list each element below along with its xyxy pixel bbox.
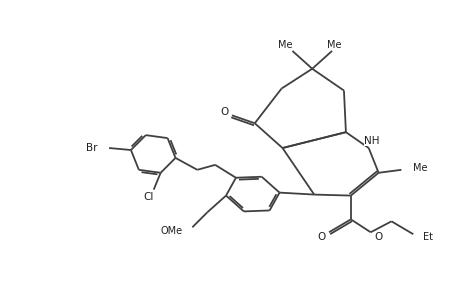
Text: Et: Et <box>422 232 432 242</box>
Text: Me: Me <box>278 40 292 50</box>
Text: Br: Br <box>85 143 97 153</box>
Text: O: O <box>374 232 382 242</box>
Text: O: O <box>316 232 325 242</box>
Text: NH: NH <box>363 136 379 146</box>
Text: Me: Me <box>326 40 341 50</box>
Text: Me: Me <box>412 163 427 173</box>
Text: Cl: Cl <box>143 192 154 202</box>
Text: O: O <box>219 107 228 117</box>
Text: OMe: OMe <box>160 226 182 236</box>
